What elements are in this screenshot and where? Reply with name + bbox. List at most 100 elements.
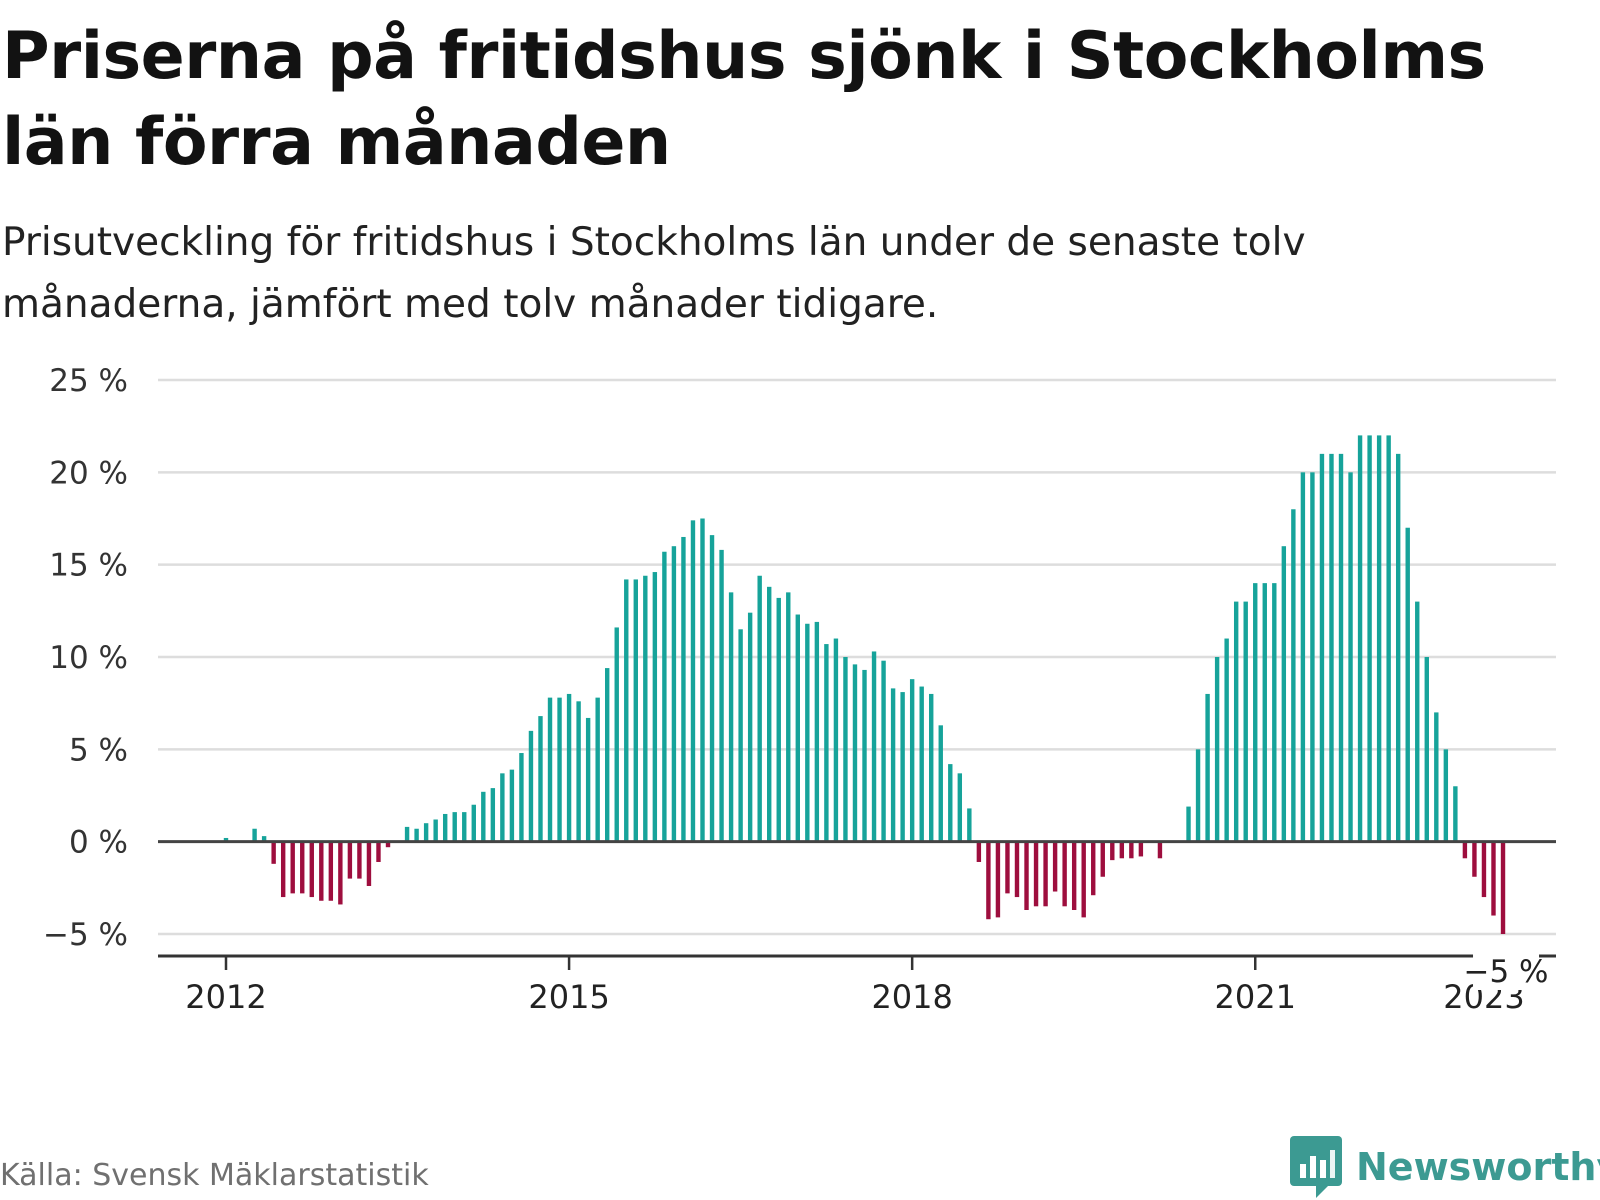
bar	[1434, 712, 1439, 842]
grid-lines	[158, 378, 1556, 936]
bar	[948, 764, 953, 842]
bar	[900, 692, 905, 842]
bar	[538, 716, 543, 842]
bar	[690, 520, 696, 842]
bar	[805, 623, 810, 842]
bar-chart-speech-bubble-icon	[1290, 1136, 1342, 1198]
bar	[1329, 453, 1334, 842]
bar	[1014, 841, 1020, 898]
bar	[1100, 841, 1105, 877]
bar	[595, 697, 600, 842]
bar	[1253, 583, 1258, 842]
bar	[1472, 841, 1477, 877]
bar	[280, 841, 286, 898]
bar	[1376, 435, 1382, 842]
bar	[909, 679, 915, 842]
bar	[719, 549, 724, 842]
bar	[490, 788, 496, 842]
bar	[814, 621, 820, 842]
bar	[871, 651, 877, 842]
bar	[967, 808, 972, 842]
logo-text: Newsworthy	[1356, 1145, 1600, 1189]
axis-labels: −5 % 0 % 5 % 10 % 15 % 20 % 25 % 2012 2015 2018 20…	[43, 363, 1549, 1016]
bars	[223, 435, 1506, 934]
bar	[1033, 841, 1039, 907]
bar	[319, 841, 324, 901]
bar	[1500, 841, 1506, 934]
bar	[1395, 453, 1401, 842]
bar	[995, 841, 1001, 918]
bar	[862, 669, 867, 842]
bar	[338, 841, 343, 905]
bar	[1310, 472, 1315, 842]
newsworthy-logo: Newsworthy	[1290, 1136, 1600, 1198]
bar	[547, 697, 553, 842]
bar	[557, 697, 562, 842]
bar	[566, 693, 572, 842]
bar	[1024, 841, 1029, 910]
last-value-label: −5 %	[1464, 954, 1549, 990]
bar	[747, 612, 753, 842]
y-tick-label: −5 %	[43, 917, 128, 953]
bar	[976, 841, 982, 862]
y-tick-label: 0 %	[69, 825, 128, 861]
bar	[1071, 841, 1077, 910]
bar	[528, 730, 534, 842]
bar	[462, 812, 467, 842]
bar	[1243, 601, 1248, 842]
y-tick-label: 15 %	[49, 548, 128, 584]
bar	[1119, 841, 1125, 859]
bar	[1005, 841, 1010, 894]
bar	[1281, 546, 1287, 842]
bar	[1233, 601, 1239, 842]
y-tick-label: 10 %	[49, 640, 128, 676]
bar	[681, 536, 686, 842]
bar	[1272, 583, 1277, 842]
bar	[471, 804, 476, 842]
bar	[1338, 453, 1344, 842]
bar	[1453, 786, 1458, 842]
bar	[671, 546, 677, 842]
bar	[1081, 841, 1086, 918]
bar	[1291, 509, 1296, 842]
bar	[261, 836, 267, 842]
y-tick-label: 5 %	[69, 732, 128, 768]
bar	[1043, 841, 1048, 907]
bar	[824, 644, 829, 842]
page-title: Priserna på fritidshus sjönk i Stockholm…	[2, 19, 1486, 180]
bar	[633, 579, 638, 842]
bar	[585, 717, 591, 842]
bar	[271, 841, 276, 864]
bar	[1491, 841, 1496, 916]
bar	[1262, 583, 1267, 842]
bar	[957, 773, 963, 842]
y-tick-label: 20 %	[49, 455, 128, 491]
x-tick-label: 2021	[1215, 978, 1296, 1016]
bar	[890, 688, 896, 842]
bar	[290, 841, 295, 894]
bar	[881, 660, 886, 842]
bar	[1091, 841, 1096, 896]
x-tick-label: 2015	[528, 978, 609, 1016]
bar	[1367, 435, 1372, 842]
bar	[1195, 749, 1201, 842]
bar	[795, 614, 800, 842]
bar	[1300, 472, 1306, 842]
last-value-label-bg	[1473, 952, 1540, 990]
bar	[833, 638, 839, 842]
bar	[300, 841, 305, 894]
bar	[1129, 841, 1134, 859]
bar	[929, 693, 934, 842]
bar	[843, 657, 848, 842]
bar	[223, 837, 229, 842]
bar	[1052, 841, 1058, 892]
bar	[643, 575, 648, 842]
bar	[919, 686, 924, 842]
bar	[414, 828, 419, 842]
y-tick-label: 25 %	[49, 363, 128, 399]
bar	[347, 841, 353, 879]
bar	[519, 753, 524, 842]
bar	[309, 841, 314, 898]
bar	[776, 597, 781, 842]
bar	[252, 828, 257, 842]
